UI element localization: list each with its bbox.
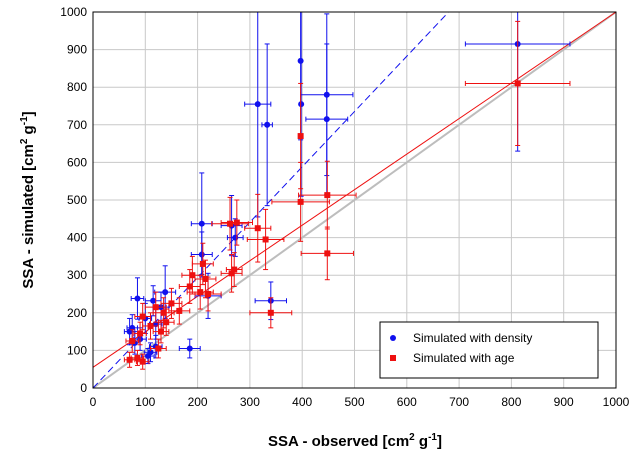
legend: Simulated with density Simulated with ag… bbox=[379, 321, 599, 379]
data-points bbox=[123, 11, 571, 370]
y-tick-label: 100 bbox=[67, 343, 87, 357]
y-tick-label: 300 bbox=[67, 268, 87, 282]
data-point-density bbox=[198, 251, 205, 258]
data-point-age bbox=[160, 309, 167, 316]
data-point-age bbox=[324, 192, 331, 199]
data-point-age bbox=[197, 289, 204, 296]
legend-marker-density bbox=[390, 335, 396, 341]
data-point-age bbox=[199, 260, 206, 267]
y-tick-label: 900 bbox=[67, 43, 87, 57]
x-tick-label: 200 bbox=[188, 395, 208, 409]
x-tick-label: 100 bbox=[135, 395, 155, 409]
x-tick-label: 800 bbox=[501, 395, 521, 409]
plot-frame bbox=[92, 11, 617, 389]
data-point-age bbox=[189, 272, 196, 279]
series-circle bbox=[123, 11, 571, 365]
line-fit-density bbox=[92, 11, 450, 389]
line-one-to-one bbox=[92, 11, 617, 389]
legend-label-density: Simulated with density bbox=[413, 331, 532, 345]
data-point-age bbox=[297, 133, 304, 140]
data-point-age bbox=[134, 354, 141, 361]
y-tick-labels: 0 100 200 300 400 500 600 700 800 900 1000 bbox=[60, 5, 87, 395]
data-point-density bbox=[232, 234, 239, 241]
x-tick-label: 300 bbox=[240, 395, 260, 409]
x-tick-label: 1000 bbox=[603, 395, 630, 409]
x-tick-label: 900 bbox=[554, 395, 574, 409]
data-point-age bbox=[139, 313, 146, 320]
data-point-age bbox=[231, 266, 238, 273]
y-tick-label: 600 bbox=[67, 155, 87, 169]
y-tick-label: 400 bbox=[67, 231, 87, 245]
data-point-age bbox=[157, 328, 164, 335]
data-point-age bbox=[324, 250, 331, 257]
data-point-age bbox=[176, 307, 183, 314]
y-tick-label: 500 bbox=[67, 193, 87, 207]
data-point-age bbox=[129, 338, 136, 344]
data-point-density bbox=[323, 116, 330, 123]
y-tick-label: 1000 bbox=[60, 5, 87, 19]
data-point-density bbox=[162, 289, 169, 296]
data-point-age bbox=[202, 275, 209, 282]
y-tick-label: 0 bbox=[80, 381, 87, 395]
data-point-density bbox=[134, 295, 141, 302]
data-point-density bbox=[264, 121, 271, 128]
data-point-age bbox=[186, 283, 193, 290]
legend-marker-age bbox=[390, 355, 396, 361]
x-tick-labels: 0 100 200 300 400 500 600 700 800 900 1000 bbox=[90, 395, 630, 409]
y-axis-title: SSA - simulated [cm2 g-1] bbox=[19, 111, 37, 288]
data-point-density bbox=[186, 345, 193, 352]
data-point-age bbox=[228, 270, 235, 277]
legend-box bbox=[379, 321, 599, 379]
data-point-age bbox=[254, 225, 261, 232]
data-point-density bbox=[147, 349, 154, 356]
data-point-density bbox=[254, 101, 261, 108]
data-point-age bbox=[152, 304, 159, 311]
data-point-age bbox=[205, 291, 212, 297]
data-point-age bbox=[126, 356, 133, 363]
x-tick-label: 400 bbox=[292, 395, 312, 409]
data-point-density bbox=[297, 57, 304, 64]
x-axis-title: SSA - observed [cm2 g-1] bbox=[268, 432, 442, 450]
x-tick-label: 0 bbox=[90, 395, 97, 409]
data-point-age bbox=[267, 309, 274, 316]
data-point-density bbox=[298, 101, 305, 108]
data-point-age bbox=[297, 198, 304, 205]
data-point-age bbox=[155, 345, 162, 352]
series-square bbox=[123, 20, 571, 370]
legend-label-age: Simulated with age bbox=[413, 351, 515, 365]
y-tick-label: 800 bbox=[67, 80, 87, 94]
data-point-density bbox=[198, 220, 205, 227]
y-tick-label: 200 bbox=[67, 306, 87, 320]
data-point-age bbox=[139, 358, 146, 365]
x-tick-label: 500 bbox=[344, 395, 364, 409]
data-point-density bbox=[150, 297, 157, 304]
data-point-age bbox=[227, 220, 234, 227]
data-point-age bbox=[233, 219, 240, 226]
data-point-age bbox=[262, 236, 269, 243]
data-point-age bbox=[163, 319, 170, 326]
y-tick-label: 700 bbox=[67, 118, 87, 132]
x-tick-label: 700 bbox=[449, 395, 469, 409]
x-tick-label: 600 bbox=[397, 395, 417, 409]
data-point-age bbox=[137, 330, 144, 337]
data-point-age bbox=[168, 300, 175, 307]
data-point-age bbox=[147, 322, 154, 329]
data-point-age bbox=[514, 80, 521, 87]
